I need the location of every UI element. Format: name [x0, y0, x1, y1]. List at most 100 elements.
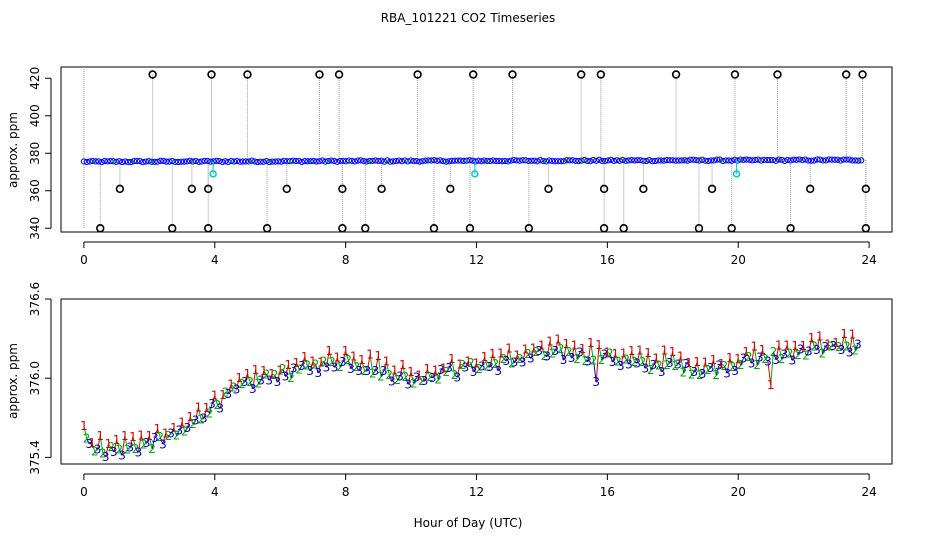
outlier-point — [429, 224, 439, 232]
series-3-point: 3 — [641, 361, 649, 375]
series-line-segment — [846, 346, 851, 353]
raw-point — [719, 157, 726, 165]
series-line-segment — [587, 343, 592, 362]
series-2-point: 2 — [753, 358, 761, 372]
series-line-segment — [146, 435, 150, 443]
series-1-point: 1 — [636, 344, 644, 358]
raw-point — [448, 157, 456, 164]
series-2-point: 2 — [590, 354, 598, 368]
series-2-point: 2 — [328, 355, 336, 369]
series-1-point: 1 — [791, 339, 799, 353]
series-line-segment — [832, 342, 837, 347]
y-tick-label: 376.0 — [28, 361, 42, 395]
series-1-point: 1 — [423, 362, 431, 376]
raw-point — [681, 159, 684, 162]
raw-point — [122, 158, 129, 165]
series-line-segment — [129, 436, 134, 448]
series-line-segment — [437, 370, 442, 380]
raw-point — [531, 157, 538, 164]
outlier-point — [639, 184, 648, 194]
series-line-segment — [426, 368, 431, 378]
outlier-point — [841, 70, 851, 79]
series-1-point: 1 — [301, 350, 309, 364]
raw-point — [596, 156, 603, 163]
series-2-point: 2 — [647, 363, 655, 377]
raw-point — [743, 156, 750, 163]
series-line-segment — [557, 339, 562, 350]
series-1-point: 1 — [178, 415, 186, 429]
series-line-segment — [721, 363, 725, 367]
raw-point — [248, 157, 255, 164]
series-1-point: 1 — [399, 358, 407, 372]
raw-point — [278, 158, 285, 165]
series-3-point: 3 — [126, 441, 134, 455]
series-2-point: 2 — [197, 412, 205, 426]
series-line-segment — [301, 356, 306, 367]
series-line-segment — [723, 365, 728, 374]
series-line-segment — [252, 369, 257, 390]
series-3-point: 3 — [478, 359, 486, 373]
raw-point — [787, 157, 794, 164]
series-line-segment — [353, 356, 357, 368]
raw-point — [544, 159, 547, 162]
series-2-point: 2 — [631, 355, 639, 369]
series-line-segment — [298, 365, 303, 370]
raw-point — [772, 157, 779, 164]
series-line-segment — [266, 374, 270, 381]
raw-point — [310, 157, 317, 165]
series-1-point: 1 — [808, 331, 816, 345]
series-line-segment — [675, 364, 679, 367]
raw-point — [613, 157, 620, 164]
series-1-point: 1 — [718, 357, 726, 371]
raw-point — [666, 157, 673, 164]
series-line-segment — [162, 433, 167, 445]
raw-point — [386, 159, 390, 163]
series-line-segment — [211, 395, 216, 405]
series-line-segment — [113, 439, 118, 453]
series-1-point: 1 — [522, 343, 530, 357]
raw-point — [778, 156, 785, 163]
series-line-segment — [816, 336, 821, 351]
raw-point — [426, 159, 429, 163]
series-line-segment — [118, 449, 123, 456]
series-1-point: 1 — [121, 429, 129, 443]
raw-point — [808, 157, 815, 164]
series-2-point: 2 — [295, 362, 303, 376]
raw-point — [799, 158, 802, 162]
series-3-point: 3 — [519, 356, 527, 370]
raw-point — [298, 158, 305, 166]
series-1-point: 1 — [661, 343, 669, 357]
series-line-segment — [647, 352, 652, 370]
raw-point — [690, 156, 697, 163]
panel-averaged-co2: approx. ppm 1231231231231231231231231231… — [6, 282, 893, 499]
raw-point — [524, 159, 527, 162]
series-line-segment — [320, 360, 324, 363]
series-line-segment — [369, 354, 374, 374]
series-line-segment — [448, 358, 453, 369]
series-1-point: 1 — [203, 401, 211, 415]
raw-point — [602, 159, 606, 162]
raw-point — [160, 157, 167, 165]
series-line-segment — [99, 435, 104, 454]
series-1-point: 1 — [415, 368, 423, 382]
series-line-segment — [508, 348, 513, 364]
series-2-point: 2 — [222, 385, 230, 399]
series-line-segment — [350, 356, 355, 369]
raw-point — [722, 157, 729, 164]
series-line-segment — [276, 370, 281, 383]
series-2-point: 2 — [238, 377, 246, 391]
series-3-point: 3 — [584, 355, 592, 369]
series-line-segment — [661, 350, 665, 372]
raw-point — [201, 157, 208, 164]
series-1-point: 1 — [334, 351, 342, 365]
raw-point — [507, 157, 514, 164]
series-3-point: 3 — [339, 355, 347, 369]
raw-point — [802, 156, 809, 163]
raw-point — [319, 157, 326, 164]
raw-point — [734, 157, 741, 164]
raw-point — [233, 157, 241, 165]
series-line-segment — [86, 438, 90, 445]
series-3-point: 3 — [674, 358, 682, 372]
raw-point — [522, 157, 529, 164]
